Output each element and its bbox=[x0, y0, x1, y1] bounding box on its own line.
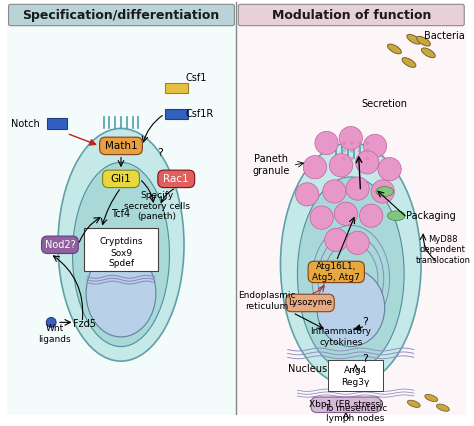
Text: Xbp1 (ER stress): Xbp1 (ER stress) bbox=[309, 400, 383, 409]
Circle shape bbox=[357, 157, 362, 161]
Ellipse shape bbox=[437, 404, 449, 411]
Text: MyD88
dependent
translocation: MyD88 dependent translocation bbox=[415, 235, 470, 265]
Ellipse shape bbox=[407, 35, 421, 44]
Ellipse shape bbox=[417, 36, 430, 46]
Circle shape bbox=[329, 154, 353, 177]
FancyBboxPatch shape bbox=[308, 261, 365, 282]
Text: Atg16L1,
Atg5, Atg7: Atg16L1, Atg5, Atg7 bbox=[312, 262, 360, 282]
Circle shape bbox=[350, 149, 354, 153]
Text: Csf1R: Csf1R bbox=[186, 109, 214, 119]
Text: Endoplasmic
reticulum: Endoplasmic reticulum bbox=[237, 291, 295, 311]
Circle shape bbox=[357, 149, 362, 153]
Ellipse shape bbox=[281, 143, 421, 386]
Circle shape bbox=[346, 177, 369, 200]
Bar bbox=[164, 109, 188, 119]
Text: Ang4: Ang4 bbox=[344, 366, 367, 375]
Circle shape bbox=[365, 157, 369, 161]
Text: Reg3γ: Reg3γ bbox=[341, 378, 370, 387]
Ellipse shape bbox=[421, 48, 435, 58]
FancyBboxPatch shape bbox=[100, 137, 142, 155]
Circle shape bbox=[378, 158, 401, 181]
Text: Spdef: Spdef bbox=[108, 259, 134, 268]
Ellipse shape bbox=[317, 269, 385, 347]
Ellipse shape bbox=[298, 177, 404, 371]
FancyBboxPatch shape bbox=[9, 4, 235, 26]
Text: Inflammatory
cytokines: Inflammatory cytokines bbox=[310, 327, 372, 347]
Ellipse shape bbox=[73, 162, 170, 347]
Bar bbox=[7, 24, 237, 415]
Circle shape bbox=[334, 202, 357, 225]
Circle shape bbox=[315, 131, 338, 155]
Text: ?: ? bbox=[363, 317, 368, 327]
Circle shape bbox=[356, 151, 379, 174]
Text: Tcf4: Tcf4 bbox=[111, 209, 130, 219]
Ellipse shape bbox=[58, 129, 184, 361]
FancyBboxPatch shape bbox=[311, 397, 381, 412]
Bar bbox=[84, 228, 158, 271]
Text: ?: ? bbox=[157, 148, 163, 158]
FancyBboxPatch shape bbox=[42, 236, 78, 253]
Ellipse shape bbox=[425, 394, 438, 402]
Text: Sox9: Sox9 bbox=[110, 249, 132, 258]
Circle shape bbox=[46, 317, 56, 327]
Circle shape bbox=[359, 204, 383, 227]
Circle shape bbox=[310, 206, 333, 229]
Bar bbox=[164, 83, 188, 92]
Text: ?: ? bbox=[363, 354, 368, 364]
Ellipse shape bbox=[86, 250, 156, 337]
Circle shape bbox=[346, 231, 369, 254]
Circle shape bbox=[350, 157, 354, 161]
Text: Modulation of function: Modulation of function bbox=[272, 9, 431, 21]
Text: To mesenteric
lymph nodes: To mesenteric lymph nodes bbox=[324, 404, 387, 423]
Circle shape bbox=[357, 141, 362, 145]
Text: Notch: Notch bbox=[11, 118, 39, 129]
Text: Specification/differentiation: Specification/differentiation bbox=[22, 9, 219, 21]
FancyBboxPatch shape bbox=[102, 170, 139, 187]
Text: Csf1: Csf1 bbox=[186, 73, 207, 83]
Text: Rac1: Rac1 bbox=[164, 174, 189, 184]
Ellipse shape bbox=[402, 58, 416, 67]
Ellipse shape bbox=[388, 211, 405, 221]
Circle shape bbox=[365, 141, 369, 145]
Text: Gli1: Gli1 bbox=[110, 174, 131, 184]
Circle shape bbox=[325, 228, 348, 252]
Text: Nucleus: Nucleus bbox=[288, 364, 327, 374]
Text: Packaging: Packaging bbox=[406, 211, 456, 221]
Ellipse shape bbox=[376, 187, 393, 196]
Bar bbox=[47, 118, 67, 130]
Bar bbox=[237, 24, 466, 415]
Text: Specify
secretory cells
(paneth): Specify secretory cells (paneth) bbox=[124, 191, 190, 221]
Circle shape bbox=[350, 141, 354, 145]
Ellipse shape bbox=[387, 44, 401, 54]
Text: Nod2?: Nod2? bbox=[45, 240, 75, 250]
Ellipse shape bbox=[407, 400, 420, 407]
Text: Lysozyme: Lysozyme bbox=[288, 299, 332, 308]
FancyBboxPatch shape bbox=[286, 294, 334, 312]
Text: Fzd5: Fzd5 bbox=[73, 320, 96, 329]
FancyBboxPatch shape bbox=[158, 170, 195, 187]
Text: Secretion: Secretion bbox=[362, 99, 408, 109]
Circle shape bbox=[323, 180, 346, 203]
Circle shape bbox=[342, 149, 346, 153]
Circle shape bbox=[303, 155, 327, 179]
Circle shape bbox=[295, 183, 319, 206]
Circle shape bbox=[342, 157, 346, 161]
Text: Paneth
granule: Paneth granule bbox=[252, 155, 290, 176]
Circle shape bbox=[342, 141, 346, 145]
Text: Math1: Math1 bbox=[105, 141, 137, 151]
Text: Bacteria: Bacteria bbox=[423, 32, 464, 41]
Circle shape bbox=[365, 149, 369, 153]
Bar bbox=[328, 360, 383, 391]
Circle shape bbox=[364, 134, 387, 158]
Text: Cryptdins: Cryptdins bbox=[99, 237, 143, 246]
Circle shape bbox=[371, 180, 394, 203]
Text: Wnt
ligands: Wnt ligands bbox=[38, 324, 71, 344]
Circle shape bbox=[339, 127, 363, 150]
FancyBboxPatch shape bbox=[238, 4, 464, 26]
